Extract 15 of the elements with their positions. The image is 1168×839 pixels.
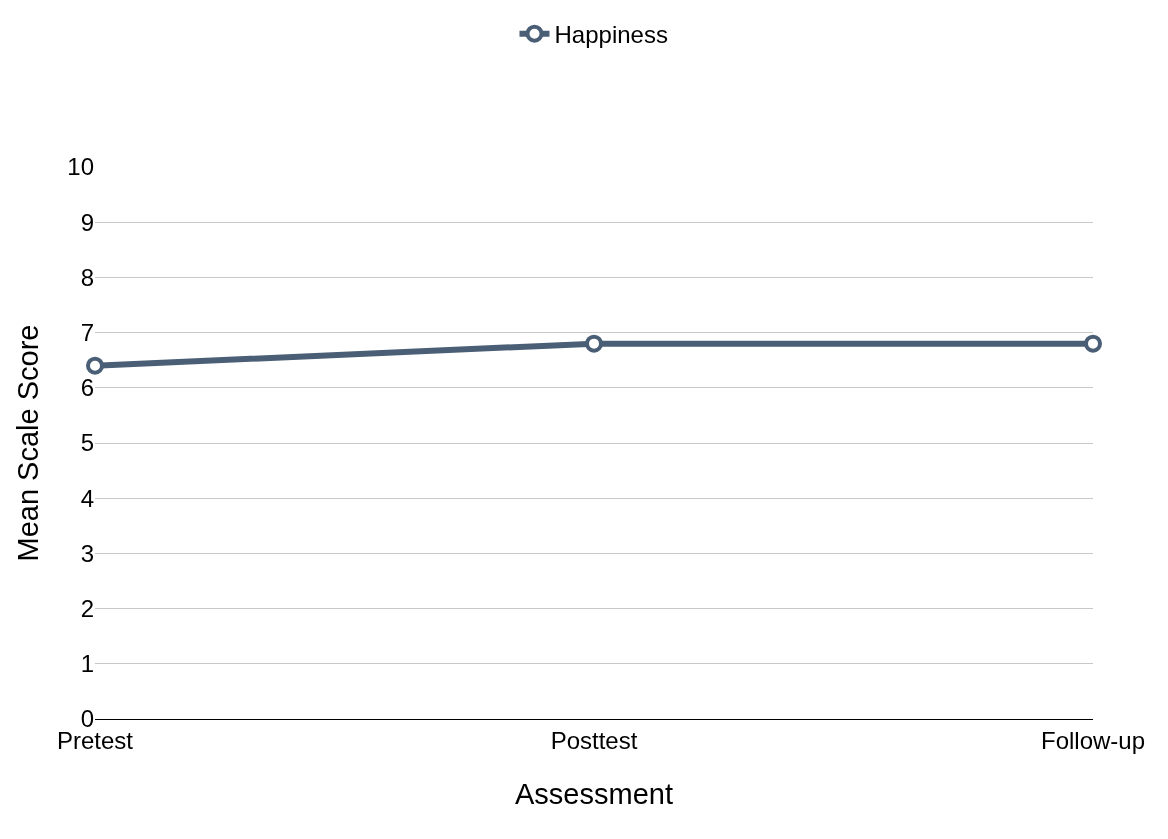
x-tick-label: Posttest <box>550 726 638 754</box>
y-tick-label: 8 <box>80 263 94 291</box>
y-tick-label: 1 <box>80 650 94 678</box>
y-tick-label: 3 <box>80 539 94 567</box>
y-tick-label: 5 <box>80 429 94 457</box>
y-tick-label: 2 <box>80 595 94 622</box>
y-axis-title: Mean Scale Score <box>11 324 44 562</box>
y-tick-label: 6 <box>80 374 94 402</box>
y-tick-label: 7 <box>80 319 94 346</box>
x-tick-label: Follow-up <box>1040 726 1146 754</box>
x-axis-title: Assessment <box>515 777 673 810</box>
y-tick-label: 9 <box>80 208 94 236</box>
y-tick-label: 10 <box>67 153 94 181</box>
y-tick-label: 4 <box>80 484 94 512</box>
legend-label: Happiness <box>554 21 668 49</box>
